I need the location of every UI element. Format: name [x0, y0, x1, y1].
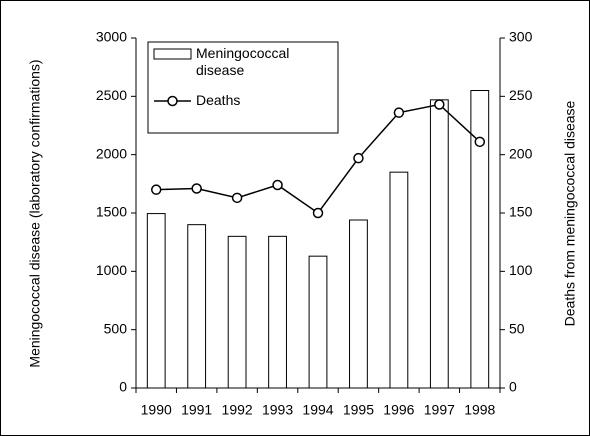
x-tick-label: 1992 [222, 402, 253, 418]
y-tick-label: 3000 [96, 29, 127, 45]
legend-label: Meningococcal disease [196, 45, 290, 78]
y-tick-label: 1000 [96, 262, 127, 278]
y2-tick-label: 200 [509, 145, 533, 161]
x-tick-label: 1995 [343, 402, 374, 418]
x-tick-label: 1993 [262, 402, 293, 418]
y-tick-label: 2000 [96, 145, 127, 161]
y-tick-label: 2500 [96, 87, 127, 103]
y2-tick-label: 250 [509, 87, 533, 103]
x-tick-label: 1996 [383, 402, 414, 418]
bar [268, 235, 287, 389]
y-tick-label: 0 [119, 379, 127, 395]
marker [191, 183, 202, 194]
bar [470, 90, 490, 389]
bar [389, 171, 409, 389]
marker [393, 107, 405, 118]
y-tick-label: 500 [104, 320, 128, 336]
y2-tick-label: 0 [509, 379, 517, 395]
legend-swatch [153, 48, 192, 60]
y2-tick-label: 100 [509, 262, 533, 278]
legend-marker [167, 95, 178, 107]
bar [146, 213, 166, 389]
marker [312, 207, 324, 219]
marker [272, 179, 283, 191]
y2-tick-label: 300 [509, 29, 533, 45]
y-tick-label: 1500 [96, 204, 127, 220]
x-tick-label: 1991 [181, 402, 212, 418]
y2-tick-label: 50 [509, 320, 525, 336]
marker [434, 99, 445, 110]
legend-label: Deaths [196, 92, 241, 108]
y2-axis-label: Deaths from meningococcal disease [561, 100, 578, 327]
x-tick-label: 1994 [302, 402, 333, 418]
bar [308, 255, 328, 389]
y2-tick-label: 150 [509, 204, 533, 220]
x-tick-label: 1998 [464, 402, 495, 418]
x-tick-label: 1990 [141, 402, 172, 418]
marker [231, 192, 243, 204]
bar [187, 224, 207, 389]
bar [429, 99, 449, 389]
marker [150, 184, 162, 195]
x-tick-label: 1997 [424, 402, 455, 418]
bar [349, 219, 368, 389]
marker [353, 152, 364, 164]
bar [227, 235, 247, 389]
marker [474, 136, 486, 148]
y-axis-label: Meningococcal disease (laboratory confir… [26, 59, 43, 368]
